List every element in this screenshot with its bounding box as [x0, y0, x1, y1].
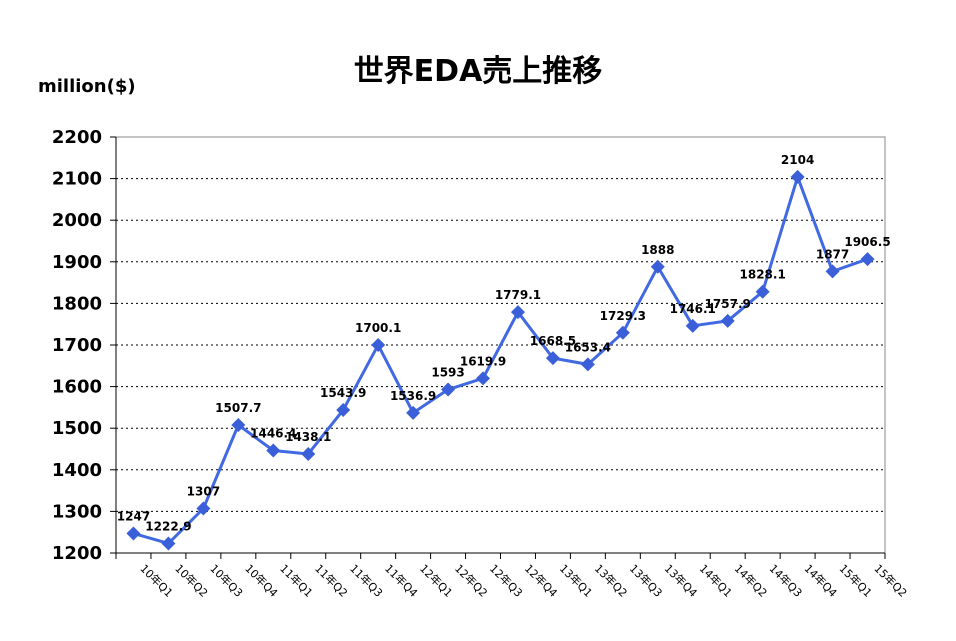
x-tick-label-10: 12年Q3 [487, 561, 526, 600]
data-label-11: 1779.1 [495, 288, 541, 302]
y-tick-label-2100: 2100 [52, 169, 102, 190]
chart-title: 世界EDA売上推移 [353, 54, 603, 89]
data-label-16: 1746.1 [670, 302, 716, 316]
data-label-12: 1668.5 [530, 334, 576, 348]
data-point-0 [126, 526, 141, 541]
data-label-19: 2104 [781, 153, 814, 167]
data-label-0: 1247 [117, 509, 150, 523]
data-label-13: 1653.4 [565, 340, 611, 354]
data-label-1: 1222.9 [145, 519, 191, 533]
x-tick-label-7: 11年Q4 [382, 561, 421, 600]
y-tick-label-2000: 2000 [52, 210, 102, 231]
y-axis-ticks: 1200 1300 1400 1500 1600 1700 1800 1900 2000 2100… [52, 127, 102, 564]
data-label-14: 1729.3 [600, 309, 646, 323]
data-point-9 [441, 382, 456, 397]
data-point-4 [266, 443, 281, 458]
data-label-6: 1543.9 [320, 386, 366, 400]
x-tick-label-4: 11年Q1 [277, 561, 316, 600]
x-tick-label-9: 12年Q2 [452, 561, 491, 600]
x-tick-label-16: 14年Q1 [697, 561, 736, 600]
data-label-21: 1906.5 [844, 235, 890, 249]
data-point-12 [545, 351, 560, 366]
data-label-3: 1507.7 [215, 401, 261, 415]
data-point-14 [615, 325, 630, 340]
data-point-20 [825, 264, 840, 279]
data-point-1 [161, 536, 176, 551]
data-point-21 [860, 252, 875, 267]
data-label-20: 1877 [816, 247, 849, 261]
data-point-6 [336, 402, 351, 417]
series-revenue [126, 169, 875, 551]
data-label-7: 1700.1 [355, 321, 401, 335]
data-point-8 [406, 405, 421, 420]
x-tick-label-0: 10年Q1 [137, 561, 176, 600]
axes [110, 136, 886, 559]
data-point-17 [720, 313, 735, 328]
data-label-8: 1536.9 [390, 389, 436, 403]
data-label-17: 1757.9 [705, 297, 751, 311]
data-point-18 [755, 284, 770, 299]
x-tick-label-18: 14年Q3 [767, 561, 806, 600]
y-tick-label-1500: 1500 [52, 418, 102, 439]
data-label-10: 1619.9 [460, 354, 506, 368]
y-tick-label-1400: 1400 [52, 460, 102, 481]
data-point-7 [371, 337, 386, 352]
data-point-16 [685, 318, 700, 333]
x-tick-label-19: 14年Q4 [801, 561, 840, 600]
x-tick-label-6: 11年Q3 [347, 561, 386, 600]
x-tick-label-8: 12年Q1 [417, 561, 456, 600]
data-label-2: 1307 [187, 484, 220, 498]
data-label-18: 1828.1 [740, 268, 786, 282]
x-tick-label-13: 13年Q2 [592, 561, 631, 600]
data-label-15: 1888 [641, 243, 674, 257]
y-tick-label-1800: 1800 [52, 293, 102, 314]
x-tick-label-1: 10年Q2 [172, 561, 211, 600]
y-tick-label-1200: 1200 [52, 543, 102, 564]
x-tick-label-2: 10年Q3 [207, 561, 246, 600]
x-tick-label-20: 15年Q1 [836, 561, 875, 600]
x-tick-label-15: 13年Q4 [662, 561, 701, 600]
x-tick-label-12: 13年Q1 [557, 561, 596, 600]
y-tick-label-1900: 1900 [52, 252, 102, 273]
x-tick-label-5: 11年Q2 [312, 561, 351, 600]
y-tick-label-1300: 1300 [52, 501, 102, 522]
data-point-3 [231, 417, 246, 432]
data-point-5 [301, 446, 316, 461]
x-tick-label-17: 14年Q2 [732, 561, 771, 600]
data-point-19 [790, 169, 805, 184]
gridlines [116, 178, 885, 512]
y-axis-label: million($) [38, 76, 136, 97]
x-tick-label-21: 15年Q2 [871, 561, 910, 600]
y-tick-label-1600: 1600 [52, 377, 102, 398]
data-point-11 [510, 305, 525, 320]
data-point-15 [650, 259, 665, 274]
y-tick-label-2200: 2200 [52, 127, 102, 148]
data-point-10 [476, 371, 491, 386]
data-point-2 [196, 501, 211, 516]
x-tick-label-11: 12年Q4 [522, 561, 561, 600]
x-tick-label-14: 13年Q3 [627, 561, 666, 600]
y-tick-label-1700: 1700 [52, 335, 102, 356]
data-label-5: 1438.1 [285, 430, 331, 444]
data-point-13 [580, 357, 595, 372]
data-label-9: 1593 [431, 366, 464, 380]
x-axis-ticks: 10年Q110年Q210年Q310年Q411年Q111年Q211年Q311年Q4… [137, 561, 910, 600]
series-line [133, 175, 869, 545]
x-tick-label-3: 10年Q4 [242, 561, 281, 600]
data-label-4: 1446.4 [250, 426, 296, 440]
